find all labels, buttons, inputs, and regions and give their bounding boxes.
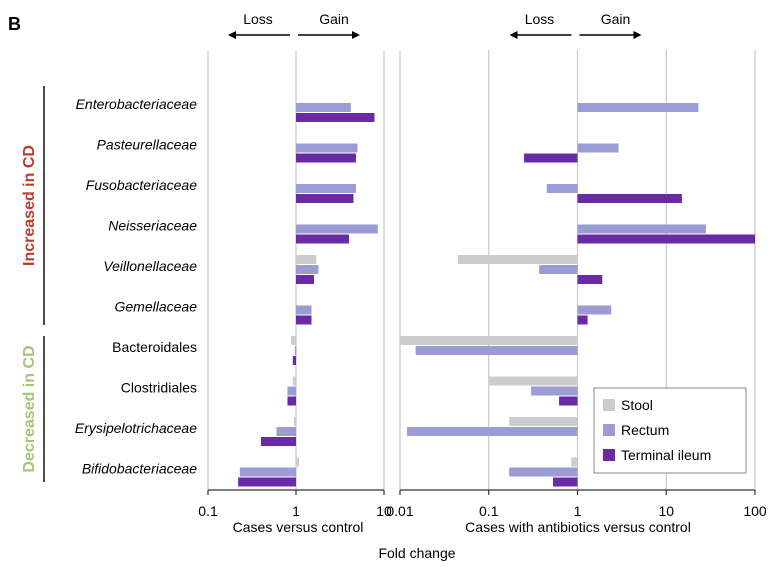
gain-arrowhead — [633, 31, 642, 39]
bar-rectum — [296, 103, 351, 112]
bar-rectum — [531, 386, 578, 396]
gain-label: Gain — [319, 11, 349, 27]
bar-ileum — [296, 275, 314, 284]
legend-label-stool: Stool — [621, 397, 653, 413]
group-label: Decreased in CD — [21, 345, 38, 472]
panel-caption: Cases versus control — [233, 519, 364, 535]
tick-label: 10 — [376, 503, 392, 519]
category-label: Pasteurellaceae — [97, 137, 198, 153]
bar-rectum — [296, 265, 319, 274]
bar-stool — [488, 376, 578, 386]
bar-rectum — [539, 265, 578, 274]
bar-ileum — [553, 477, 578, 487]
tick-label: 1 — [574, 503, 582, 519]
x-axis-label: Fold change — [378, 545, 455, 561]
bar-ileum — [296, 315, 312, 325]
bar-stool — [294, 417, 296, 426]
bar-ileum — [577, 234, 755, 244]
bar-rectum — [296, 184, 356, 193]
bar-ileum — [292, 356, 296, 365]
tick-label: 100 — [743, 503, 767, 519]
bar-rectum — [577, 224, 706, 234]
bar-rectum — [546, 184, 578, 193]
category-label: Bacteroidales — [112, 339, 197, 355]
category-label: Bifidobacteriaceae — [82, 461, 197, 477]
category-label: Erysipelotrichaceae — [75, 420, 197, 436]
bar-rectum — [287, 386, 296, 396]
loss-arrowhead — [509, 31, 518, 39]
bar-ileum — [260, 437, 296, 446]
loss-label: Loss — [243, 11, 273, 27]
bar-stool — [457, 255, 578, 264]
bar-rectum — [296, 224, 378, 234]
bar-stool — [400, 336, 578, 345]
category-label: Veillonellaceae — [103, 258, 197, 274]
bar-rectum — [509, 467, 578, 477]
bar-ileum — [287, 396, 296, 406]
bar-rectum — [294, 346, 297, 355]
panel-label: B — [8, 14, 21, 34]
bar-ileum — [296, 194, 354, 203]
category-label: Clostridiales — [121, 380, 197, 396]
bar-rectum — [296, 143, 358, 153]
bar-rectum — [407, 427, 578, 436]
bar-ileum — [238, 477, 296, 487]
bar-ileum — [577, 275, 603, 284]
bar-ileum — [296, 153, 356, 163]
tick-label: 10 — [658, 503, 674, 519]
legend-box — [593, 387, 747, 474]
legend-swatch-stool — [603, 399, 615, 411]
bar-stool — [509, 417, 578, 426]
bar-rectum — [296, 305, 312, 315]
legend-label-ileum: Terminal ileum — [621, 447, 711, 463]
bar-rectum — [415, 346, 578, 355]
bar-ileum — [559, 396, 578, 406]
bar-ileum — [524, 153, 578, 163]
bar-rectum — [577, 143, 619, 153]
tick-label: 1 — [292, 503, 300, 519]
bar-stool — [571, 457, 578, 467]
bar-stool — [296, 457, 299, 467]
bar-ileum — [296, 113, 375, 122]
category-label: Enterobacteriaceae — [76, 96, 198, 112]
legend-label-rectum: Rectum — [621, 422, 669, 438]
bar-stool — [291, 336, 296, 345]
category-label: Fusobacteriaceae — [86, 177, 198, 193]
bar-stool — [296, 255, 317, 264]
bar-rectum — [577, 305, 612, 315]
legend-swatch-rectum — [603, 424, 615, 436]
bar-ileum — [577, 194, 682, 203]
tick-label: 0.01 — [386, 503, 413, 519]
tick-label: 0.1 — [198, 503, 218, 519]
bar-rectum — [276, 427, 296, 436]
bar-stool — [292, 376, 296, 386]
gain-label: Gain — [601, 11, 631, 27]
bar-rectum — [577, 103, 699, 112]
bar-ileum — [577, 315, 588, 325]
legend-swatch-ileum — [603, 449, 615, 461]
bar-ileum — [296, 234, 349, 244]
loss-arrowhead — [228, 31, 236, 39]
group-label: Increased in CD — [21, 145, 38, 266]
tick-label: 0.1 — [479, 503, 499, 519]
bar-rectum — [239, 467, 296, 477]
category-label: Neisseriaceae — [108, 218, 197, 234]
category-label: Gemellaceae — [115, 299, 198, 315]
loss-label: Loss — [525, 11, 555, 27]
panel-caption: Cases with antibiotics versus control — [465, 519, 691, 535]
gain-arrowhead — [352, 31, 360, 39]
